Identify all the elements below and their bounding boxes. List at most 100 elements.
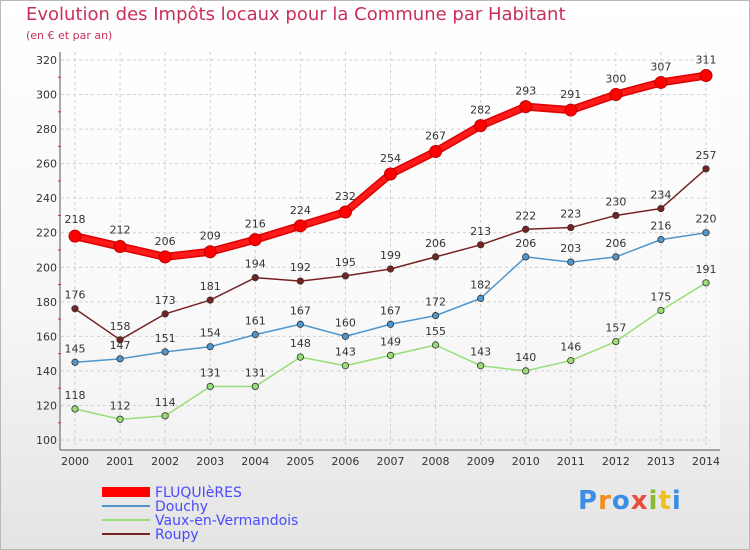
data-label: 230 (605, 195, 626, 208)
logo-letter: i (648, 486, 659, 516)
data-label: 172 (425, 296, 446, 309)
data-label: 114 (155, 396, 176, 409)
logo-letter: o (611, 486, 631, 516)
data-point (116, 336, 124, 344)
x-tick-label: 2001 (106, 455, 134, 468)
data-label: 145 (65, 342, 86, 355)
chart-subtitle: (en € et par an) (26, 29, 113, 42)
data-label: 176 (65, 289, 86, 302)
data-label: 216 (245, 218, 266, 231)
y-tick-label: 260 (36, 158, 57, 171)
data-point (71, 305, 79, 313)
data-label: 209 (200, 230, 221, 243)
data-label: 146 (560, 341, 581, 354)
data-point (431, 312, 440, 320)
data-label: 143 (335, 346, 356, 359)
y-tick-label: 120 (36, 399, 57, 412)
data-label: 158 (110, 320, 131, 333)
data-label: 257 (696, 149, 717, 162)
y-tick-label: 160 (36, 330, 57, 343)
data-label: 206 (155, 235, 176, 248)
x-tick-label: 2014 (692, 455, 720, 468)
data-point (567, 258, 575, 266)
data-point (384, 167, 397, 181)
data-label: 182 (470, 278, 491, 291)
series-vaux-en-vermandois: 118 112 114 131 131 148 143 149 155 143 140 146 157 1… (65, 263, 717, 423)
x-tick-label: 2013 (647, 455, 675, 468)
data-point (251, 274, 259, 282)
data-point (477, 294, 485, 302)
x-tick-label: 2012 (602, 455, 630, 468)
data-point (293, 219, 307, 233)
data-label: 216 (650, 220, 671, 233)
data-label: 282 (470, 104, 491, 117)
data-point (612, 253, 620, 261)
data-label: 194 (245, 258, 266, 271)
data-label: 131 (200, 366, 221, 379)
data-point (206, 382, 214, 391)
data-point (522, 367, 530, 375)
data-label: 191 (696, 263, 717, 276)
logo-letter: t (658, 486, 672, 516)
data-label: 234 (650, 189, 671, 202)
data-point (612, 211, 620, 220)
data-label: 222 (515, 209, 536, 222)
data-label: 192 (290, 261, 311, 274)
data-label: 112 (110, 399, 131, 412)
data-point (567, 356, 575, 365)
data-point (161, 412, 169, 420)
y-tick-label: 180 (36, 296, 57, 309)
y-tick-label: 280 (36, 123, 57, 136)
data-point (431, 253, 440, 261)
x-tick-label: 2011 (557, 455, 585, 468)
data-point (341, 272, 350, 280)
data-label: 199 (380, 249, 401, 262)
data-label: 203 (560, 242, 581, 255)
data-point (386, 265, 395, 273)
data-label: 167 (380, 304, 401, 317)
data-point (519, 100, 533, 114)
data-label: 118 (65, 389, 86, 402)
y-tick-label: 200 (36, 261, 57, 274)
data-label: 167 (290, 304, 311, 317)
legend-label: FLUQUIèRES (155, 485, 242, 501)
data-label: 195 (335, 256, 356, 269)
data-point (474, 119, 488, 133)
data-label: 220 (696, 213, 717, 226)
data-point (71, 358, 79, 366)
proxiti-logo: Proxiti (578, 486, 682, 516)
data-point (699, 69, 713, 83)
data-point (477, 241, 485, 249)
data-point (477, 362, 485, 370)
x-tick-label: 2002 (151, 455, 179, 468)
data-label: 161 (245, 315, 266, 328)
legend-label: Roupy (155, 527, 199, 543)
data-point (251, 331, 259, 339)
logo-letter: i (671, 486, 682, 516)
x-tick-label: 2000 (61, 455, 89, 468)
data-point (609, 88, 623, 102)
data-label: 175 (650, 290, 671, 303)
data-point (251, 382, 259, 391)
data-label: 213 (470, 225, 491, 238)
data-label: 154 (200, 327, 221, 340)
data-label: 181 (200, 280, 221, 293)
data-point (68, 229, 82, 243)
series-roupy: 176 158 173 181 194 192 195 199 206 213 222 223 230 2… (65, 149, 717, 344)
y-tick-label: 100 (36, 434, 57, 447)
data-point (158, 250, 172, 264)
data-point (296, 277, 304, 285)
data-label: 267 (425, 130, 446, 143)
data-label: 223 (560, 208, 581, 221)
data-label: 291 (560, 88, 581, 101)
data-point (654, 75, 668, 89)
x-tick-label: 2003 (196, 455, 224, 468)
data-point (429, 145, 443, 159)
y-tick-label: 300 (36, 89, 57, 102)
data-label: 206 (605, 237, 626, 250)
data-label: 143 (470, 346, 491, 359)
data-point (657, 204, 665, 213)
x-tick-label: 2007 (377, 455, 405, 468)
x-tick-label: 2004 (241, 455, 269, 468)
data-point (341, 362, 350, 370)
